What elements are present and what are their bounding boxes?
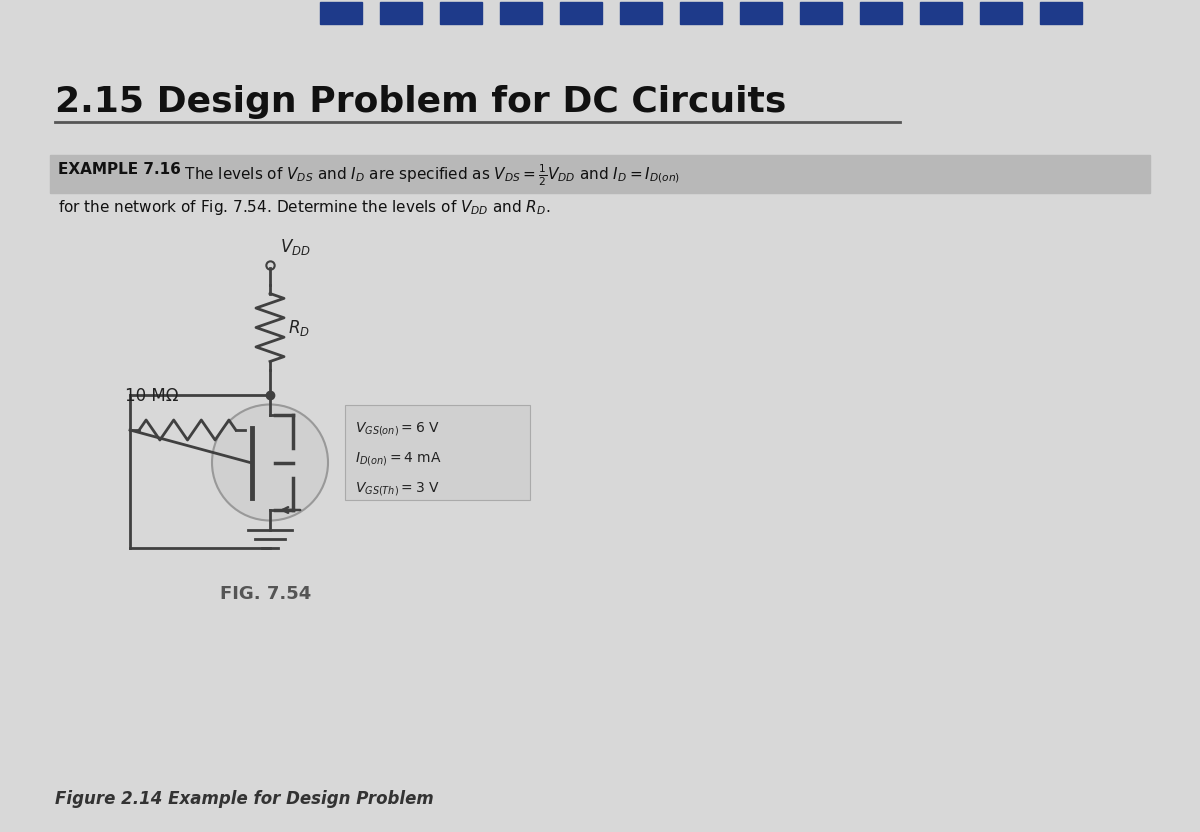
- Bar: [320, 2, 362, 24]
- Bar: [980, 2, 1022, 24]
- Bar: [620, 2, 662, 24]
- Text: The levels of $V_{DS}$ and $I_D$ are specified as $V_{DS} = \frac{1}{2}V_{DD}$ a: The levels of $V_{DS}$ and $I_D$ are spe…: [175, 162, 680, 187]
- Text: $V_{GS(Th)} = 3$ V: $V_{GS(Th)} = 3$ V: [355, 480, 440, 498]
- Text: FIG. 7.54: FIG. 7.54: [220, 585, 311, 603]
- Bar: [920, 2, 962, 24]
- Bar: [440, 2, 482, 24]
- Text: $V_{DD}$: $V_{DD}$: [280, 237, 311, 257]
- Bar: [680, 2, 722, 24]
- Text: for the network of Fig. 7.54. Determine the levels of $V_{DD}$ and $R_D$.: for the network of Fig. 7.54. Determine …: [58, 198, 551, 217]
- Text: $V_{GS(on)} = 6$ V: $V_{GS(on)} = 6$ V: [355, 420, 440, 438]
- Text: 2.15 Design Problem for DC Circuits: 2.15 Design Problem for DC Circuits: [55, 85, 786, 119]
- Bar: [380, 2, 422, 24]
- Bar: [800, 2, 842, 24]
- Bar: [1040, 2, 1082, 24]
- Bar: [50, 155, 1150, 193]
- Bar: [860, 2, 902, 24]
- Text: 10 MΩ: 10 MΩ: [125, 387, 179, 405]
- Bar: [346, 405, 530, 500]
- Text: $I_{D(on)} = 4$ mA: $I_{D(on)} = 4$ mA: [355, 450, 442, 468]
- Text: Figure 2.14 Example for Design Problem: Figure 2.14 Example for Design Problem: [55, 790, 433, 808]
- Bar: [560, 2, 602, 24]
- Circle shape: [212, 404, 328, 521]
- Bar: [500, 2, 542, 24]
- Bar: [740, 2, 782, 24]
- Text: $R_D$: $R_D$: [288, 318, 310, 338]
- Text: EXAMPLE 7.16: EXAMPLE 7.16: [58, 162, 181, 177]
